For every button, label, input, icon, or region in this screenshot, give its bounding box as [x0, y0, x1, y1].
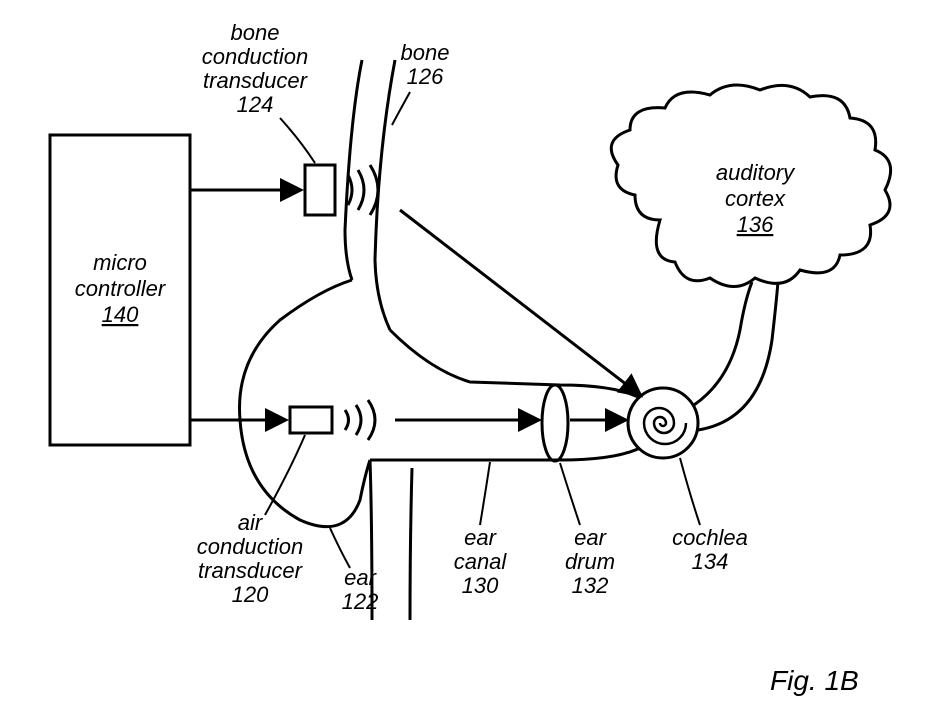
bone-line-right — [375, 60, 395, 330]
air-transducer-ref: 120 — [232, 582, 269, 607]
air-wave-1 — [345, 410, 349, 430]
auditory-nerve-left — [694, 282, 752, 405]
micro-controller-ref: 140 — [102, 302, 139, 327]
cochlea-label: cochlea — [672, 525, 748, 550]
ear-leader — [330, 528, 350, 568]
ear-canal-label-1: ear — [464, 525, 497, 550]
cochlea-leader — [680, 458, 700, 525]
micro-controller-label-2: controller — [75, 276, 167, 301]
ear-drum-label-2: drum — [565, 549, 615, 574]
ear-drum-ref: 132 — [572, 573, 609, 598]
ear-label: ear — [344, 565, 377, 590]
bone-transducer-ref: 124 — [237, 92, 274, 117]
bone-leader — [392, 92, 410, 125]
cochlea-spiral — [644, 408, 686, 444]
skin-line-down-right — [410, 468, 412, 620]
ear-canal-top — [390, 330, 640, 398]
air-transducer-label-1: air — [238, 510, 264, 535]
ear-drum-leader — [560, 463, 580, 525]
ear-canal-ref: 130 — [462, 573, 499, 598]
bone-ref: 126 — [407, 64, 444, 89]
auditory-cortex-label-1: auditory — [716, 160, 796, 185]
bone-transducer-label-2: conduction — [202, 44, 308, 69]
cochlea-outer — [628, 388, 698, 458]
bone-transducer-label-1: bone — [231, 20, 280, 45]
auditory-cortex-ref: 136 — [737, 212, 774, 237]
bone-label: bone — [401, 40, 450, 65]
air-transducer-leader — [265, 435, 305, 515]
bone-transducer-leader — [280, 118, 315, 163]
air-transducer-label-3: transducer — [198, 558, 304, 583]
patent-figure: micro controller 140 bone conduction tra… — [0, 0, 940, 712]
ear-canal-label-2: canal — [454, 549, 508, 574]
air-transducer-box — [290, 407, 332, 433]
air-wave-3 — [368, 400, 375, 440]
ear-drum-label-1: ear — [574, 525, 607, 550]
bone-transducer-box — [305, 165, 335, 215]
figure-caption: Fig. 1B — [770, 665, 859, 696]
air-transducer-label-2: conduction — [197, 534, 303, 559]
auditory-cortex-label-2: cortex — [725, 186, 786, 211]
auditory-nerve-right — [698, 282, 778, 430]
ear-ref: 122 — [342, 589, 379, 614]
ear-outline — [240, 280, 371, 527]
ear-canal-bottom — [370, 448, 640, 460]
air-wave-2 — [356, 405, 361, 435]
cochlea-ref: 134 — [692, 549, 729, 574]
bone-wave-2 — [358, 170, 364, 210]
micro-controller-label-1: micro — [93, 250, 147, 275]
ear-canal-leader — [480, 462, 490, 525]
bone-transducer-label-3: transducer — [203, 68, 309, 93]
ear-drum — [542, 385, 568, 461]
